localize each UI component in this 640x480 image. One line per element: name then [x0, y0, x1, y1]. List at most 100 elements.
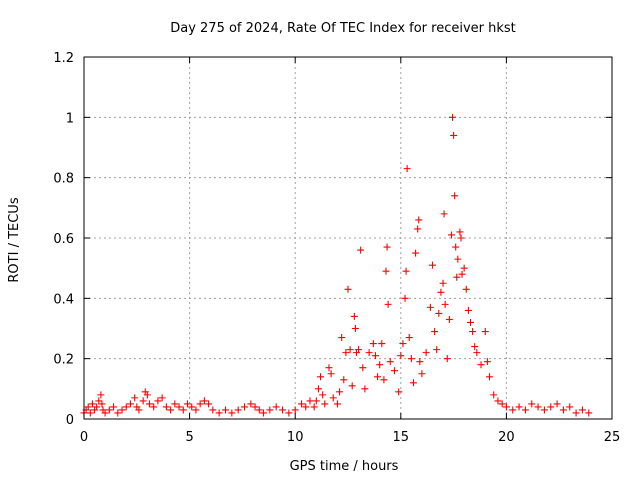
data-point [336, 388, 344, 396]
data-point [255, 406, 263, 414]
data-point [428, 261, 436, 269]
data-point [469, 328, 477, 336]
data-point [451, 192, 459, 200]
data-point [209, 406, 217, 414]
data-point [521, 406, 529, 414]
x-tick-label: 25 [604, 430, 621, 445]
data-point [509, 406, 517, 414]
data-point [481, 328, 489, 336]
data-point [412, 249, 420, 257]
y-tick-label: 0.6 [53, 232, 74, 247]
data-point [445, 315, 453, 323]
data-point [416, 358, 424, 366]
data-point [260, 409, 268, 417]
data-point [365, 349, 373, 357]
data-point [528, 400, 536, 408]
data-point [183, 400, 191, 408]
data-point [433, 346, 441, 354]
data-point [97, 391, 105, 399]
data-point [407, 355, 415, 363]
y-axis-label: ROTI / TECUs [7, 197, 22, 282]
data-point [376, 361, 384, 369]
data-point [383, 243, 391, 251]
data-point [422, 349, 430, 357]
data-point [105, 406, 113, 414]
data-point [179, 406, 187, 414]
data-point [374, 373, 382, 381]
data-point [449, 113, 457, 121]
data-point [200, 397, 208, 405]
data-point [494, 397, 502, 405]
data-point [457, 234, 465, 242]
data-point [395, 388, 403, 396]
data-point [460, 264, 468, 272]
data-point [471, 343, 479, 351]
data-point [403, 165, 411, 173]
data-point [333, 400, 341, 408]
data-point [175, 403, 183, 411]
data-points [80, 113, 593, 417]
data-point [346, 346, 354, 354]
data-point [361, 385, 369, 393]
data-point [553, 400, 561, 408]
data-point [534, 403, 542, 411]
data-point [84, 403, 92, 411]
data-point [462, 285, 470, 293]
data-point [369, 340, 377, 348]
data-point [154, 397, 162, 405]
y-tick-label: 1.2 [53, 51, 74, 66]
data-point [325, 364, 333, 372]
data-point [431, 328, 439, 336]
data-point [88, 400, 96, 408]
data-point [342, 349, 350, 357]
y-tick-label: 1 [66, 111, 74, 126]
data-point [380, 376, 388, 384]
data-point [399, 340, 407, 348]
data-point [486, 373, 494, 381]
data-point [247, 400, 255, 408]
data-point [350, 312, 358, 320]
data-point [390, 367, 398, 375]
x-axis-ticks: 0 5 10 15 20 25 [80, 57, 620, 445]
data-point [435, 309, 443, 317]
data-point [196, 400, 204, 408]
data-point [405, 334, 413, 342]
data-point [441, 300, 449, 308]
data-point [317, 373, 325, 381]
data-point [344, 285, 352, 293]
data-point [329, 394, 337, 402]
data-point [338, 334, 346, 342]
data-point [559, 406, 567, 414]
data-point [351, 325, 359, 332]
data-point [98, 400, 106, 408]
data-point [272, 403, 280, 411]
data-point [321, 400, 329, 408]
data-point [171, 400, 179, 408]
data-point [298, 400, 306, 408]
data-point [158, 394, 166, 402]
data-point [418, 370, 426, 378]
data-point [547, 403, 555, 411]
data-point [439, 279, 447, 287]
data-point [483, 358, 491, 366]
data-point [126, 400, 134, 408]
data-point [566, 403, 574, 411]
data-point [409, 379, 417, 387]
y-tick-label: 0.8 [53, 172, 74, 187]
x-tick-label: 0 [80, 430, 88, 445]
data-point [456, 228, 464, 236]
data-point [572, 409, 580, 417]
data-point [291, 406, 299, 414]
data-point [477, 361, 485, 369]
data-point [279, 406, 287, 414]
data-point [188, 403, 196, 411]
data-point [114, 409, 122, 417]
data-point [401, 294, 409, 302]
data-point [357, 246, 365, 254]
data-point [118, 406, 126, 414]
y-tick-label: 0 [66, 413, 74, 428]
data-point [464, 306, 472, 314]
data-point [319, 391, 327, 399]
chart-title: Day 275 of 2024, Rate Of TEC Index for r… [170, 21, 516, 36]
